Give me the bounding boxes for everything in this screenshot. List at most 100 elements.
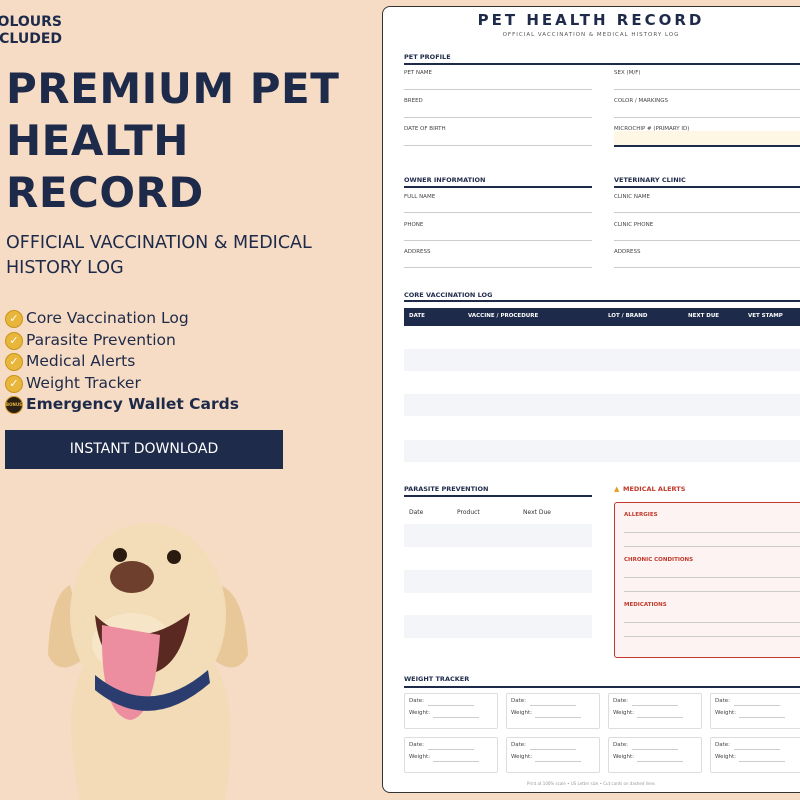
field-label: CLINIC NAME <box>614 194 650 200</box>
field-label: BREED <box>404 98 423 104</box>
rule <box>614 117 800 118</box>
card-label: Weight: <box>613 754 635 760</box>
table-row <box>404 440 800 462</box>
rule <box>433 717 479 718</box>
card-label: Weight: <box>409 710 431 716</box>
download-button[interactable]: INSTANT DOWNLOAD <box>5 430 283 469</box>
table-row <box>404 524 592 547</box>
rule <box>632 749 678 750</box>
promo-title: HEALTH <box>6 116 189 165</box>
weight-card <box>506 737 600 773</box>
check-icon: ✓ <box>5 374 23 393</box>
warning-icon: ▲ <box>614 485 620 493</box>
rule <box>624 636 800 637</box>
rule <box>404 239 592 241</box>
card-label: Date: <box>409 742 424 748</box>
rule <box>624 546 800 547</box>
field-label: COLOR / MARKINGS <box>614 98 668 104</box>
weight-card <box>404 693 498 729</box>
column-header: VET STAMP <box>748 313 783 319</box>
check-icon: ✓ <box>5 353 23 372</box>
rule <box>637 717 683 718</box>
weight-card <box>710 693 800 729</box>
weight-card <box>608 693 702 729</box>
card-label: Weight: <box>613 710 635 716</box>
promo-title: PREMIUM PET <box>6 64 340 113</box>
table-header <box>404 308 800 326</box>
field-label: PHONE <box>404 221 424 228</box>
section-heading: OWNER INFORMATION <box>404 176 486 184</box>
card-label: Weight: <box>511 710 533 716</box>
rule <box>614 212 800 213</box>
feature-item: Weight Tracker <box>26 373 141 392</box>
check-icon: ✓ <box>5 331 23 350</box>
rule <box>433 761 479 762</box>
rule <box>404 186 592 188</box>
rule <box>734 749 780 750</box>
weight-card <box>404 737 498 773</box>
rule <box>404 300 800 302</box>
weight-card <box>608 737 702 773</box>
table-row <box>404 615 592 638</box>
rule <box>530 749 576 750</box>
column-header: Product <box>457 509 480 516</box>
bonus-icon: BONUS <box>5 396 23 415</box>
check-icon: ✓ <box>5 310 23 328</box>
dog-illustration <box>48 523 248 800</box>
rule <box>428 749 474 750</box>
alert-label: ALLERGIES <box>624 512 658 518</box>
section-heading: CORE VACCINATION LOG <box>404 291 493 299</box>
card-label: Date: <box>715 742 730 748</box>
promo-title: RECORD <box>6 168 204 217</box>
card-label: Weight: <box>715 710 737 716</box>
field-label: DATE OF BIRTH <box>404 126 446 132</box>
footer-note: Print at 100% scale • US Letter size • C… <box>527 781 655 786</box>
field-label: SEX (M/F) <box>614 70 641 76</box>
highlight <box>614 131 800 145</box>
rule <box>404 212 592 213</box>
rule <box>624 591 800 592</box>
rule <box>404 63 800 65</box>
card-label: Weight: <box>511 754 533 760</box>
column-header: VACCINE / PROCEDURE <box>468 313 539 319</box>
weight-card <box>710 737 800 773</box>
rule <box>404 495 592 497</box>
promo-subtitle: OFFICIAL VACCINATION & MEDICAL HISTORY L… <box>6 233 312 278</box>
rule <box>530 705 576 706</box>
column-header: DATE <box>409 313 425 319</box>
record-document: PET HEALTH RECORD OFFICIAL VACCINATION & … <box>382 6 800 793</box>
doc-subtitle: OFFICIAL VACCINATION & MEDICAL HISTORY L… <box>502 32 680 38</box>
rule <box>404 145 592 146</box>
rule <box>624 532 800 533</box>
card-label: Date: <box>613 742 628 748</box>
card-label: Date: <box>511 698 526 704</box>
section-heading: PET PROFILE <box>404 53 451 61</box>
field-label: MICROCHIP # (PRIMARY ID) <box>614 126 690 132</box>
rule <box>739 761 785 762</box>
rule <box>404 267 592 268</box>
card-label: Weight: <box>409 754 431 760</box>
rule <box>428 705 474 706</box>
column-header: Date <box>409 509 424 516</box>
field-label: CLINIC PHONE <box>614 221 654 228</box>
card-label: Date: <box>511 742 526 748</box>
doc-title: PET HEALTH RECORD <box>477 11 705 29</box>
field-label: PET NAME <box>404 70 432 76</box>
rule <box>614 239 800 241</box>
rule <box>624 622 800 623</box>
section-heading: MEDICAL ALERTS <box>623 485 686 493</box>
badge-text: COLOURS <box>0 14 62 30</box>
feature-item: Medical Alerts <box>26 352 136 371</box>
rule <box>637 761 683 762</box>
rule <box>624 577 800 578</box>
feature-item: Emergency Wallet Cards <box>26 395 239 414</box>
section-heading: VETERINARY CLINIC <box>614 176 686 184</box>
rule <box>614 89 800 90</box>
field-label: ADDRESS <box>404 249 431 255</box>
table-row <box>404 349 800 371</box>
rule <box>404 89 592 90</box>
rule <box>535 717 581 718</box>
rule <box>614 186 800 188</box>
rule <box>404 117 592 118</box>
